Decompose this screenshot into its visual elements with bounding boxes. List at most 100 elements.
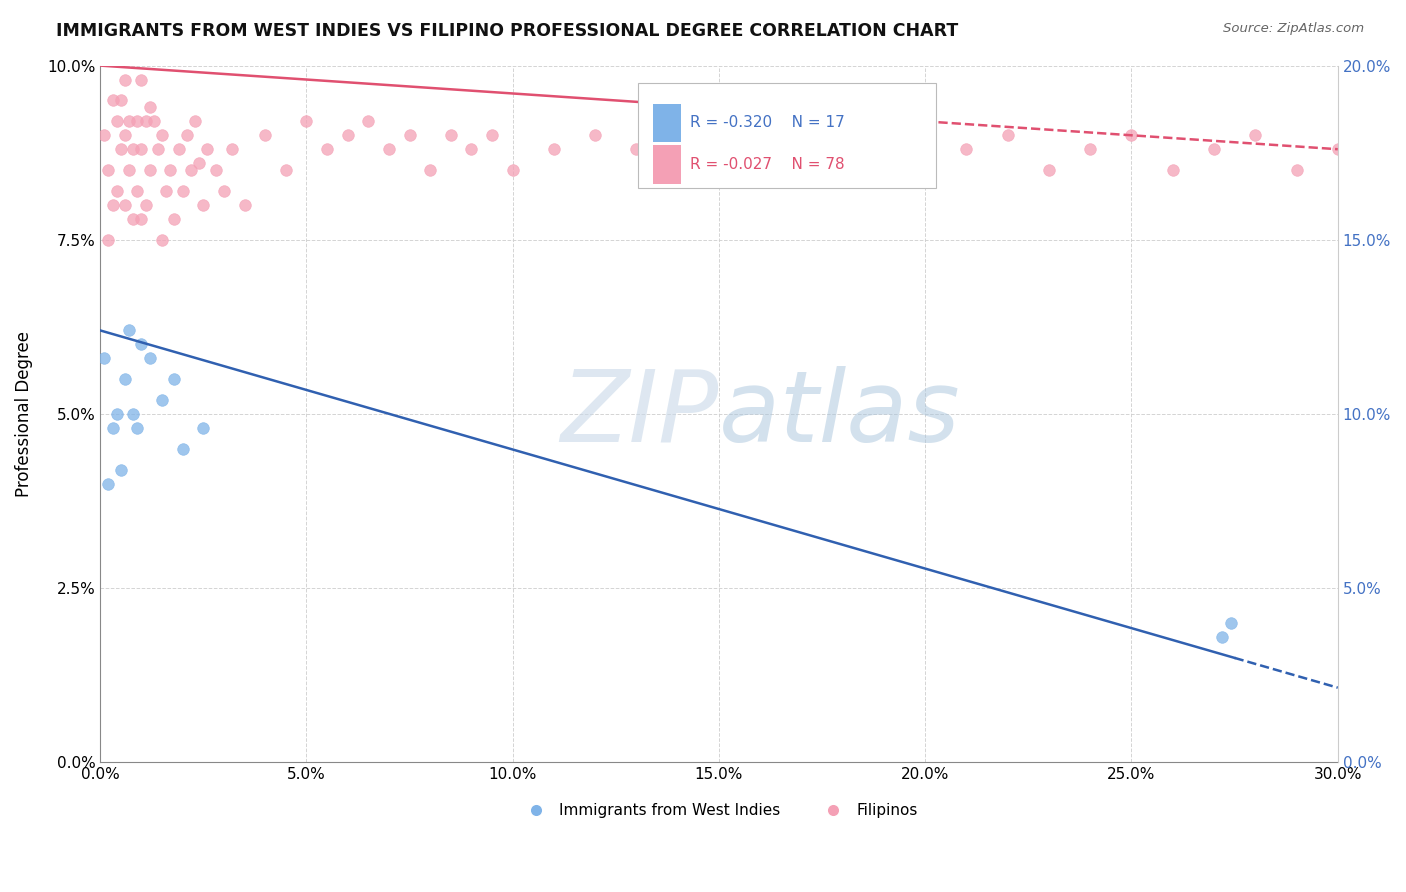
Point (193, 421, 215, 435)
Point (212, 184, 235, 198)
Point (97, 233, 120, 247)
Point (122, 142, 145, 156)
Point (831, 163, 853, 178)
Point (1326, 142, 1348, 156)
Text: atlas: atlas (718, 366, 960, 463)
Point (127, 184, 149, 198)
Point (167, 142, 190, 156)
Point (254, 128, 277, 143)
Point (114, 372, 136, 386)
Point (105, 184, 128, 198)
Point (118, 323, 141, 337)
Point (138, 100, 160, 114)
Point (295, 114, 318, 128)
Point (163, 211, 186, 226)
Point (172, 442, 194, 456)
Point (114, 128, 136, 143)
Point (138, 351, 160, 366)
Point (138, 163, 160, 178)
Text: IMMIGRANTS FROM WEST INDIES VS FILIPINO PROFESSIONAL DEGREE CORRELATION CHART: IMMIGRANTS FROM WEST INDIES VS FILIPINO … (56, 22, 959, 40)
Point (1202, 142, 1225, 156)
Point (110, 463, 132, 477)
Point (707, 128, 730, 143)
Point (97, 476, 120, 491)
Point (134, 198, 156, 212)
Text: Source: ZipAtlas.com: Source: ZipAtlas.com (1223, 22, 1364, 36)
Point (1285, 163, 1308, 178)
Point (110, 142, 132, 156)
Point (101, 198, 124, 212)
Point (134, 114, 156, 128)
Point (150, 128, 173, 143)
Point (118, 163, 141, 178)
Text: R = -0.027    N = 78: R = -0.027 N = 78 (690, 157, 845, 172)
Bar (654, 145, 681, 184)
Point (398, 128, 420, 143)
Point (378, 142, 401, 156)
Point (357, 114, 380, 128)
Point (1078, 142, 1101, 156)
Point (127, 421, 149, 435)
Point (101, 421, 124, 435)
Point (131, 211, 153, 226)
FancyBboxPatch shape (638, 83, 935, 187)
Point (914, 128, 936, 143)
Point (97, 163, 120, 178)
Point (127, 114, 149, 128)
Y-axis label: Professional Degree: Professional Degree (15, 331, 32, 497)
Point (110, 94, 132, 108)
Point (118, 114, 141, 128)
Point (1244, 128, 1267, 143)
Point (873, 142, 896, 156)
Point (114, 72, 136, 87)
Point (1121, 128, 1143, 143)
Point (159, 163, 181, 178)
Text: R = -0.320    N = 17: R = -0.320 N = 17 (690, 115, 845, 130)
Point (914, 163, 936, 178)
Point (997, 128, 1019, 143)
Point (1161, 163, 1184, 178)
Point (131, 337, 153, 351)
Point (101, 94, 124, 108)
Point (150, 233, 173, 247)
Point (221, 142, 243, 156)
Text: ZIP: ZIP (561, 366, 718, 463)
Point (460, 142, 482, 156)
Point (180, 163, 202, 178)
Point (1219, 616, 1241, 631)
Point (146, 142, 169, 156)
Bar (654, 103, 681, 142)
Point (184, 114, 207, 128)
Point (233, 198, 256, 212)
Point (666, 163, 689, 178)
Point (543, 142, 565, 156)
Point (105, 114, 128, 128)
Point (131, 72, 153, 87)
Point (155, 184, 177, 198)
Point (197, 142, 219, 156)
Point (122, 211, 145, 226)
Point (749, 142, 772, 156)
Point (188, 156, 211, 170)
Point (1211, 630, 1233, 644)
Point (176, 128, 198, 143)
Point (131, 142, 153, 156)
Legend: Immigrants from West Indies, Filipinos: Immigrants from West Indies, Filipinos (515, 797, 924, 824)
Point (316, 142, 339, 156)
Point (481, 128, 503, 143)
Point (163, 372, 186, 386)
Point (1038, 163, 1060, 178)
Point (93, 351, 115, 366)
Point (93, 128, 115, 143)
Point (150, 393, 173, 408)
Point (114, 198, 136, 212)
Point (105, 407, 128, 421)
Point (790, 128, 813, 143)
Point (955, 142, 977, 156)
Point (336, 128, 359, 143)
Point (204, 163, 226, 178)
Point (502, 163, 524, 178)
Point (172, 184, 194, 198)
Point (274, 163, 297, 178)
Point (583, 128, 606, 143)
